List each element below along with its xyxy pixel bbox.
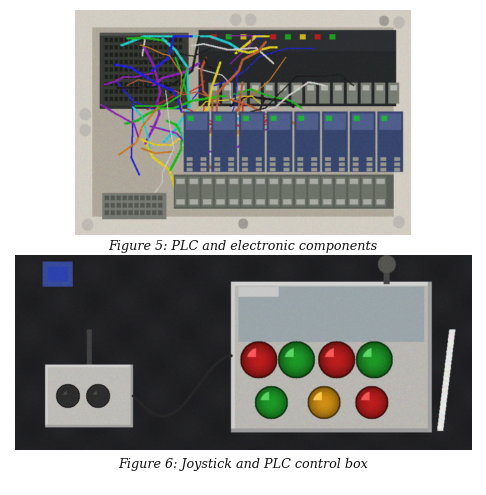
Text: Figure 6: Joystick and PLC control box: Figure 6: Joystick and PLC control box <box>118 458 368 471</box>
Text: Figure 5: PLC and electronic components: Figure 5: PLC and electronic components <box>108 240 378 253</box>
